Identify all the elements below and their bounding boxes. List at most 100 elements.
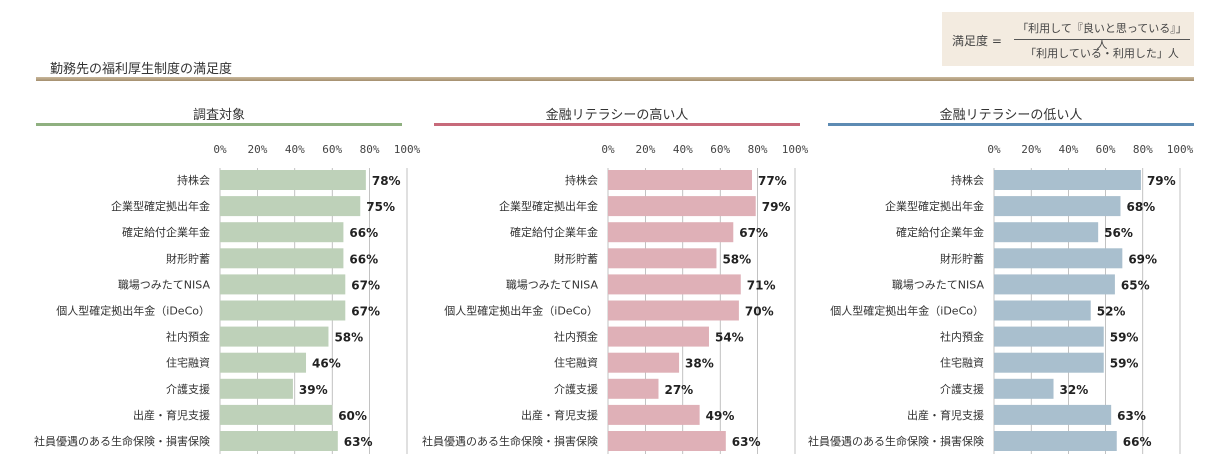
data-label: 49% bbox=[706, 409, 735, 423]
page-title: 勤務先の福利厚生制度の満足度 bbox=[50, 62, 233, 77]
data-label: 78% bbox=[372, 174, 401, 188]
formula-numerator: 「利用して『良いと思っている』」人 bbox=[1017, 22, 1187, 51]
category-label: 個人型確定拠出年金（iDeCo） bbox=[56, 304, 210, 318]
data-label: 63% bbox=[1117, 409, 1146, 423]
bar-chart-survey-all: 0% 20% 40% 60% 80% 100% 持株会 78% 企業型確定拠出年金 75% 確定給付… bbox=[34, 143, 421, 454]
bar bbox=[608, 170, 752, 190]
tick-label: 20% bbox=[247, 143, 267, 156]
panel-title: 金融リテラシーの低い人 bbox=[939, 108, 1083, 123]
category-label: 社員優遇のある生命保険・損害保険 bbox=[808, 434, 984, 448]
bar bbox=[220, 404, 333, 425]
data-label: 39% bbox=[299, 383, 328, 397]
data-label: 52% bbox=[1097, 305, 1126, 319]
data-label: 79% bbox=[1147, 174, 1176, 188]
data-label: 71% bbox=[747, 278, 776, 292]
category-label: 社内預金 bbox=[554, 330, 598, 344]
data-label: 67% bbox=[351, 305, 380, 319]
data-label: 70% bbox=[745, 305, 774, 319]
data-label: 66% bbox=[349, 226, 378, 240]
category-label: 持株会 bbox=[951, 173, 984, 187]
data-label: 63% bbox=[732, 435, 761, 449]
data-label: 38% bbox=[685, 357, 714, 371]
category-label: 財形貯蓄 bbox=[940, 251, 984, 265]
tick-label: 0% bbox=[213, 143, 227, 156]
data-label: 75% bbox=[366, 200, 395, 214]
bar bbox=[994, 170, 1141, 190]
category-label: 財形貯蓄 bbox=[554, 251, 598, 265]
tick-label: 60% bbox=[1096, 143, 1116, 156]
data-label: 56% bbox=[1104, 226, 1133, 240]
category-label: 確定給付企業年金 bbox=[122, 225, 210, 239]
bar bbox=[994, 378, 1054, 399]
tick-label: 100% bbox=[782, 143, 809, 156]
data-label: 68% bbox=[1126, 200, 1155, 214]
category-label: 企業型確定拠出年金 bbox=[499, 199, 598, 213]
bar bbox=[220, 274, 346, 295]
category-label: 社員優遇のある生命保険・損害保険 bbox=[34, 434, 210, 448]
bar bbox=[608, 352, 680, 373]
category-label: 住宅融資 bbox=[940, 356, 984, 370]
bar-chart-high-literacy: 0% 20% 40% 60% 80% 100% 持株会 77% 企業型確定拠出年金 79% 確定給付… bbox=[422, 143, 809, 454]
bar bbox=[608, 248, 717, 269]
data-label: 60% bbox=[338, 409, 367, 423]
category-label: 出産・育児支援 bbox=[907, 408, 984, 422]
category-label: 介護支援 bbox=[554, 382, 598, 396]
title-rule bbox=[36, 77, 1194, 81]
category-label: 企業型確定拠出年金 bbox=[111, 199, 210, 213]
category-label: 個人型確定拠出年金（iDeCo） bbox=[444, 304, 598, 318]
formula-box: 満足度 = 「利用して『良いと思っている』」人 「利用している・利用した」人 bbox=[942, 12, 1194, 66]
bar bbox=[220, 170, 366, 190]
tick-label: 80% bbox=[748, 143, 768, 156]
category-label: 住宅融資 bbox=[166, 356, 210, 370]
data-label: 54% bbox=[715, 331, 744, 345]
tick-label: 20% bbox=[635, 143, 655, 156]
panel-rule bbox=[434, 123, 800, 126]
data-label: 67% bbox=[739, 226, 768, 240]
tick-label: 0% bbox=[987, 143, 1001, 156]
tick-label: 100% bbox=[394, 143, 421, 156]
bar bbox=[994, 196, 1121, 217]
category-label: 出産・育児支援 bbox=[521, 408, 598, 422]
data-label: 66% bbox=[1123, 435, 1152, 449]
category-label: 介護支援 bbox=[166, 382, 210, 396]
panel-low-literacy: 金融リテラシーの低い人 0% 20% 40% 60% 80% 100% 持株会 79% 企業型確… bbox=[795, 0, 1206, 461]
bar bbox=[994, 222, 1099, 243]
tick-label: 0% bbox=[601, 143, 615, 156]
formula-denominator: 「利用している・利用した」人 bbox=[1025, 47, 1179, 60]
bar bbox=[220, 326, 329, 347]
bar bbox=[994, 300, 1091, 321]
data-label: 59% bbox=[1110, 357, 1139, 371]
bar bbox=[220, 196, 361, 217]
data-label: 69% bbox=[1128, 252, 1157, 266]
category-label: 社員優遇のある生命保険・損害保険 bbox=[422, 434, 598, 448]
bar bbox=[608, 431, 726, 451]
data-label: 46% bbox=[312, 357, 341, 371]
category-label: 財形貯蓄 bbox=[166, 251, 210, 265]
data-label: 66% bbox=[349, 252, 378, 266]
bar bbox=[608, 222, 734, 243]
data-label: 59% bbox=[1110, 331, 1139, 345]
panel-rule bbox=[36, 123, 402, 126]
data-label: 27% bbox=[664, 383, 693, 397]
bar bbox=[994, 248, 1123, 269]
tick-label: 60% bbox=[710, 143, 730, 156]
formula-lhs: 満足度 = bbox=[952, 34, 1002, 48]
category-label: 確定給付企業年金 bbox=[510, 225, 598, 239]
tick-label: 80% bbox=[360, 143, 380, 156]
bar bbox=[994, 326, 1104, 347]
formula-fraction-line bbox=[1014, 39, 1190, 40]
category-label: 持株会 bbox=[565, 173, 598, 187]
tick-label: 40% bbox=[285, 143, 305, 156]
data-label: 32% bbox=[1060, 383, 1089, 397]
bar bbox=[608, 196, 756, 217]
category-label: 介護支援 bbox=[940, 382, 984, 396]
bar bbox=[608, 378, 659, 399]
data-label: 58% bbox=[334, 331, 363, 345]
panel-high-literacy: 金融リテラシーの高い人 0% 20% 40% 60% 80% 100% 持株会 77% 企業型確… bbox=[410, 0, 810, 461]
bar bbox=[220, 378, 293, 399]
bar bbox=[220, 352, 307, 373]
data-label: 77% bbox=[758, 174, 787, 188]
bar bbox=[220, 222, 344, 243]
category-label: 出産・育児支援 bbox=[133, 408, 210, 422]
tick-label: 60% bbox=[322, 143, 342, 156]
